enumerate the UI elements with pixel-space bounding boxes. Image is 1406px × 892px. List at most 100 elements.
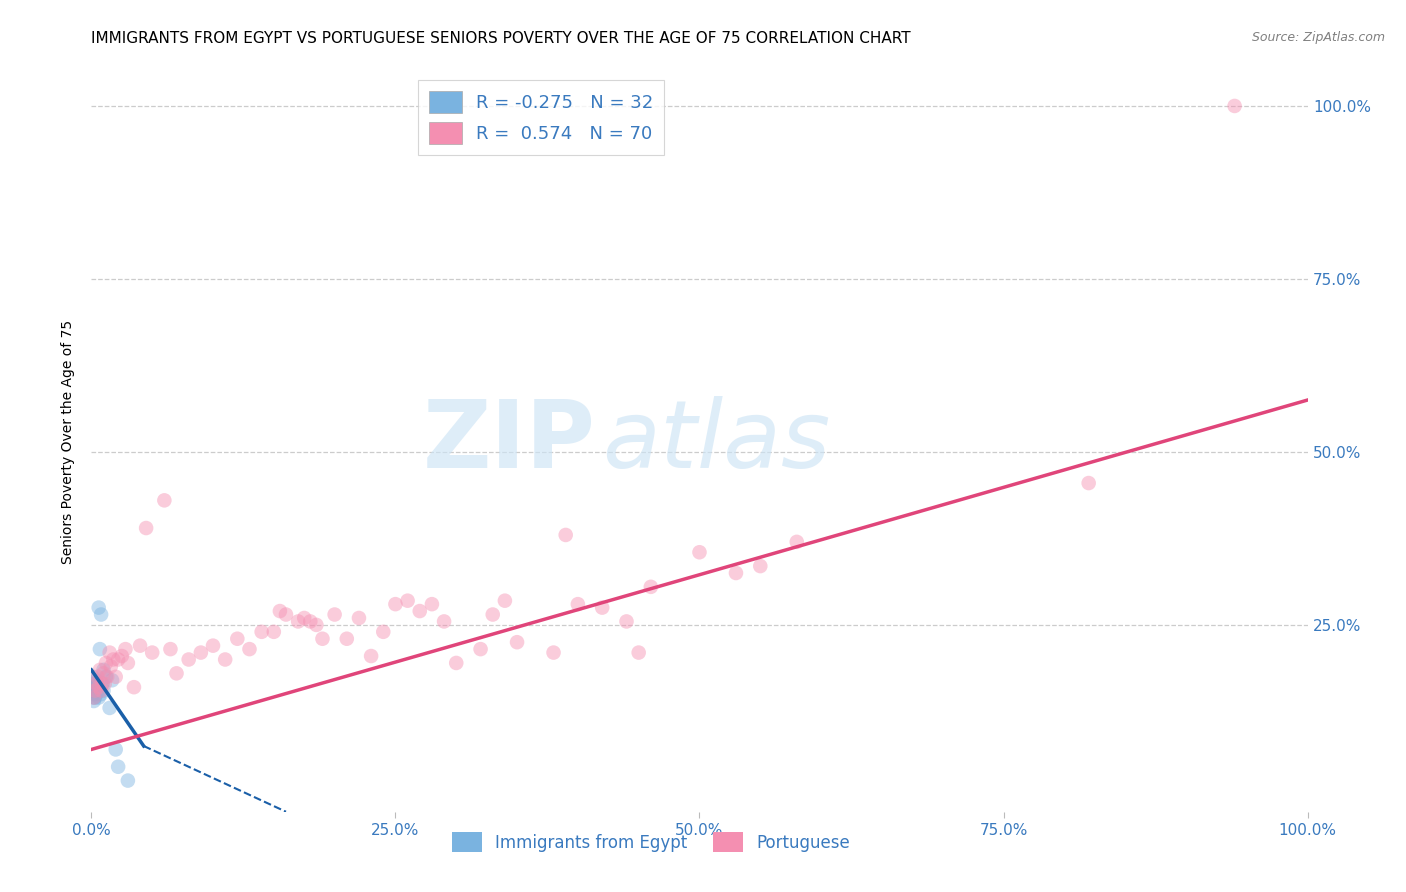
Point <box>724 566 747 580</box>
Point <box>159 642 181 657</box>
Point <box>226 632 249 646</box>
Point <box>190 646 212 660</box>
Point <box>83 687 105 701</box>
Point <box>86 683 108 698</box>
Point <box>84 673 107 688</box>
Legend: Immigrants from Egypt, Portuguese: Immigrants from Egypt, Portuguese <box>446 825 856 859</box>
Point <box>84 683 107 698</box>
Point <box>94 656 117 670</box>
Point <box>373 624 395 639</box>
Point <box>87 690 110 705</box>
Point <box>214 652 236 666</box>
Point <box>135 521 157 535</box>
Point <box>93 663 115 677</box>
Point <box>494 593 516 607</box>
Point <box>543 646 565 660</box>
Point <box>311 632 333 646</box>
Point <box>141 646 163 660</box>
Point <box>153 493 176 508</box>
Point <box>91 676 114 690</box>
Point <box>100 659 122 673</box>
Point <box>84 676 107 690</box>
Point <box>591 600 613 615</box>
Point <box>470 642 492 657</box>
Point <box>384 597 406 611</box>
Y-axis label: Seniors Poverty Over the Age of 75: Seniors Poverty Over the Age of 75 <box>62 319 76 564</box>
Point <box>94 676 117 690</box>
Point <box>122 680 145 694</box>
Point <box>129 639 152 653</box>
Point <box>83 690 105 705</box>
Point <box>84 680 107 694</box>
Point <box>90 687 112 701</box>
Point <box>627 646 650 660</box>
Point <box>269 604 291 618</box>
Point <box>87 600 110 615</box>
Point <box>89 683 111 698</box>
Point <box>250 624 273 639</box>
Point <box>287 615 309 629</box>
Point <box>409 604 432 618</box>
Point <box>84 687 107 701</box>
Point <box>1077 476 1099 491</box>
Text: ZIP: ZIP <box>423 395 596 488</box>
Point <box>83 694 105 708</box>
Point <box>506 635 529 649</box>
Point <box>420 597 443 611</box>
Point <box>749 559 772 574</box>
Point <box>274 607 297 622</box>
Point <box>84 676 107 690</box>
Point <box>117 773 139 788</box>
Point <box>91 676 114 690</box>
Point <box>360 648 382 663</box>
Text: IMMIGRANTS FROM EGYPT VS PORTUGUESE SENIORS POVERTY OVER THE AGE OF 75 CORRELATI: IMMIGRANTS FROM EGYPT VS PORTUGUESE SENI… <box>91 31 911 46</box>
Point <box>567 597 589 611</box>
Point <box>238 642 260 657</box>
Point <box>347 611 370 625</box>
Point <box>299 615 322 629</box>
Point <box>323 607 346 622</box>
Point <box>103 652 125 666</box>
Point <box>96 670 118 684</box>
Point <box>263 624 285 639</box>
Point <box>433 615 456 629</box>
Point <box>481 607 503 622</box>
Point <box>90 683 112 698</box>
Point <box>104 670 127 684</box>
Point <box>166 666 188 681</box>
Point <box>396 593 419 607</box>
Text: Source: ZipAtlas.com: Source: ZipAtlas.com <box>1251 31 1385 45</box>
Point <box>90 607 112 622</box>
Point <box>93 683 115 698</box>
Point <box>786 534 808 549</box>
Point <box>98 646 121 660</box>
Point <box>82 676 104 690</box>
Point <box>94 670 117 684</box>
Point <box>82 670 104 684</box>
Point <box>86 676 108 690</box>
Point <box>84 680 107 694</box>
Text: atlas: atlas <box>602 396 831 487</box>
Point <box>554 528 576 542</box>
Point <box>89 663 111 677</box>
Point <box>177 652 200 666</box>
Point <box>98 701 121 715</box>
Point <box>83 680 105 694</box>
Point <box>444 656 467 670</box>
Point <box>84 683 107 698</box>
Point <box>292 611 315 625</box>
Point <box>83 683 105 698</box>
Point <box>688 545 710 559</box>
Point <box>86 670 108 684</box>
Point <box>83 690 105 705</box>
Point <box>104 742 127 756</box>
Point <box>640 580 662 594</box>
Point <box>101 673 124 688</box>
Point <box>336 632 359 646</box>
Point <box>114 642 136 657</box>
Point <box>107 760 129 774</box>
Point <box>305 618 328 632</box>
Point <box>84 690 107 705</box>
Point <box>202 639 225 653</box>
Point <box>93 666 115 681</box>
